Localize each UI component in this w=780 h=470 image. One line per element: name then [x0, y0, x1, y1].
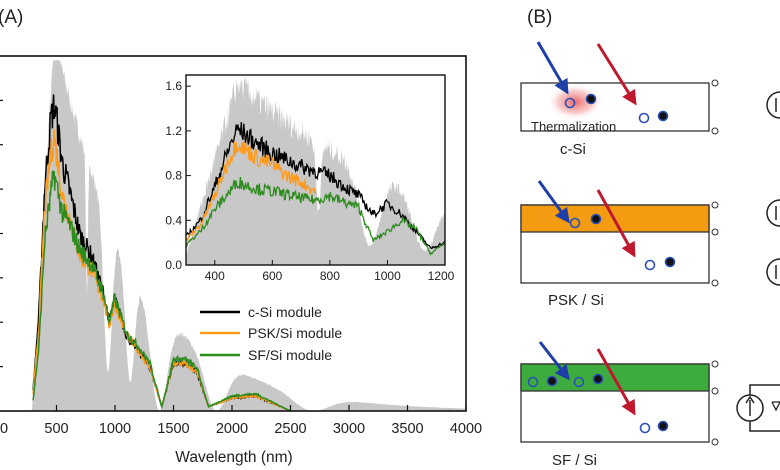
current-source-icon [766, 258, 780, 286]
current-source-arrowhead-icon [745, 395, 755, 404]
red-photon-arrow [596, 348, 636, 416]
inset-y-tick-label: 0.4 [165, 213, 182, 227]
inset-x-tick-label: 400 [205, 269, 225, 283]
blue-photon-arrow [538, 341, 570, 381]
terminal-icon [711, 279, 719, 287]
main-x-tick-label: 4000 [450, 421, 482, 437]
terminal-icon [711, 360, 719, 368]
main-x-tick-label: 2000 [216, 421, 248, 437]
terminal-icon [711, 127, 719, 135]
legend-label-sf: SF/Si module [248, 347, 332, 363]
diode-icon [771, 401, 780, 412]
inset-x-tick-label: 800 [320, 269, 340, 283]
inset-y-tick-label: 0.8 [165, 169, 182, 183]
device-c-si: Thermalization c-Si [520, 41, 719, 158]
electron-icon [590, 213, 602, 225]
main-x-axis-title: Wavelength (nm) [175, 449, 292, 466]
inset-x-tick-label: 1200 [428, 269, 455, 283]
inset-x-tick-label: 600 [262, 269, 282, 283]
solar-spectrum-fill [30, 60, 466, 412]
main-x-tick-label: 0 [0, 421, 8, 437]
device-schematics: Thermalization c-Si PSK / Si [520, 41, 780, 469]
electron-icon [585, 93, 597, 105]
inset-series-group [185, 121, 446, 256]
blue-photon-arrow [537, 180, 570, 224]
terminal-icon [711, 228, 719, 236]
device-sf-si-label: SF / Si [552, 452, 597, 469]
circuit-symbols [736, 91, 780, 432]
terminal-icon [711, 387, 719, 395]
inset-y-ticks: 0.0 0.4 0.8 1.2 1.6 [165, 79, 191, 272]
main-x-ticks: 0 500 1000 1500 2000 2500 3000 3500 4000 [0, 99, 482, 437]
electron-icon [664, 256, 676, 268]
circuit-wire [749, 384, 780, 432]
inset-y-tick-label: 1.6 [165, 79, 182, 93]
device-c-si-label: c-Si [560, 141, 586, 158]
hole-icon [527, 376, 539, 388]
current-source-icon [766, 91, 780, 119]
main-x-tick-label: 3500 [391, 421, 423, 437]
solar-spectrum-area [30, 60, 466, 412]
main-x-tick-label: 1500 [157, 421, 189, 437]
blue-photon-arrow [536, 41, 569, 95]
panel-label-b: (B) [527, 7, 552, 28]
device-sf-si: SF / Si [520, 341, 719, 469]
red-photon-arrow [596, 43, 637, 106]
current-source-icon [766, 199, 780, 227]
inset-series-c-si [185, 121, 446, 249]
device-psk-si: PSK / Si [520, 180, 719, 309]
hole-icon [564, 97, 576, 109]
terminal-icon [711, 79, 719, 87]
inset-series-sf-si [185, 176, 446, 256]
electron-icon [546, 375, 558, 387]
main-x-tick-label: 2500 [274, 421, 306, 437]
device-psk-si-label: PSK / Si [548, 292, 604, 309]
panel-label-a: (A) [0, 7, 23, 28]
legend-label-c-si: c-Si module [248, 304, 322, 320]
hole-icon [644, 259, 656, 271]
inset-x-tick-label: 1000 [374, 269, 401, 283]
main-x-tick-label: 1000 [99, 421, 131, 437]
main-series-sf-si [32, 170, 291, 412]
inset-x-ticks: 400 600 800 1000 1200 [205, 260, 455, 283]
hole-icon [569, 217, 581, 229]
red-photon-arrow [596, 189, 636, 258]
terminal-icon [711, 438, 719, 446]
electron-icon [657, 420, 669, 432]
main-x-tick-label: 500 [44, 421, 68, 437]
electron-icon [657, 110, 669, 122]
main-x-tick-label: 3000 [333, 421, 365, 437]
hole-icon [638, 112, 650, 124]
inset-y-tick-label: 0.0 [165, 258, 182, 272]
inset-y-tick-label: 1.2 [165, 124, 182, 138]
legend: c-Si module PSK/Si module SF/Si module [200, 304, 342, 363]
thermalization-label: Thermalization [531, 119, 616, 134]
hole-icon [639, 422, 651, 434]
main-chart: 0 500 1000 1500 2000 2500 3000 3500 4000 Wavelen… [0, 55, 482, 466]
main-series-group [32, 94, 291, 412]
hole-icon [573, 376, 585, 388]
inset-solar-fill [186, 77, 445, 265]
inset-chart: 400 600 800 1000 1200 0.0 0.4 0.8 1.2 1.6 [165, 74, 455, 283]
inset-plot-frame [185, 74, 446, 266]
electron-icon [592, 373, 604, 385]
legend-label-psk: PSK/Si module [248, 325, 342, 341]
inset-solar-area [186, 77, 445, 265]
terminal-icon [711, 201, 719, 209]
inset-series-psk-si [185, 141, 317, 242]
